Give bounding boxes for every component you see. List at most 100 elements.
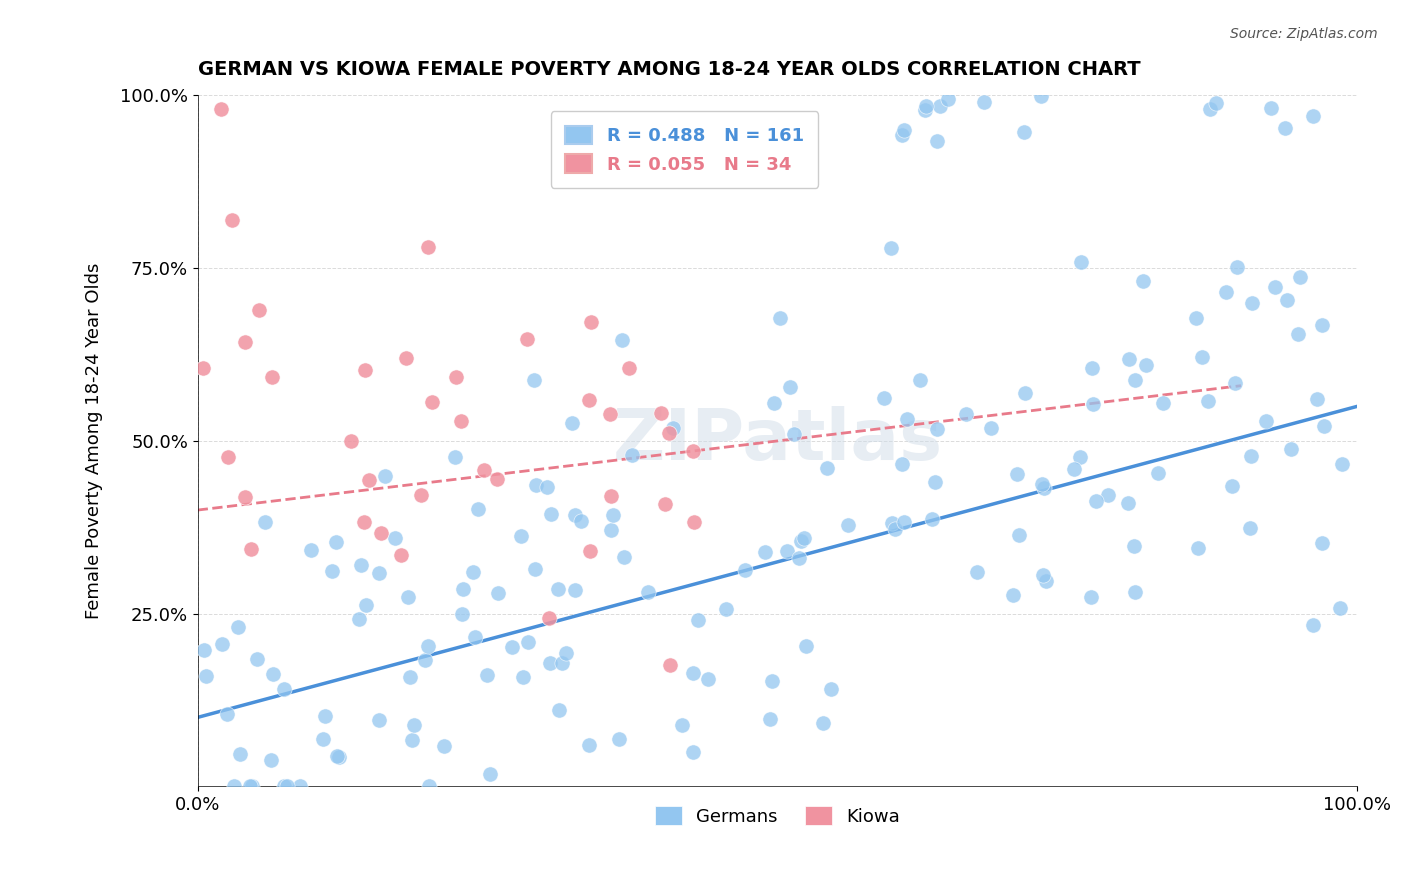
Text: ZIPatlas: ZIPatlas bbox=[612, 407, 942, 475]
Point bbox=[516, 635, 538, 649]
Point bbox=[1152, 396, 1174, 410]
Point bbox=[815, 461, 838, 475]
Point bbox=[769, 310, 792, 325]
Point bbox=[260, 753, 283, 767]
Point bbox=[890, 128, 912, 142]
Point bbox=[233, 334, 256, 349]
Point bbox=[398, 590, 420, 604]
Point bbox=[811, 715, 834, 730]
Point bbox=[273, 780, 295, 794]
Point bbox=[451, 607, 474, 621]
Point bbox=[1123, 373, 1146, 387]
Point bbox=[1123, 585, 1146, 599]
Point bbox=[754, 545, 776, 559]
Point bbox=[1097, 487, 1119, 501]
Point bbox=[312, 732, 335, 747]
Point bbox=[524, 562, 547, 576]
Point bbox=[650, 406, 672, 420]
Point bbox=[325, 535, 347, 549]
Point bbox=[883, 523, 905, 537]
Point bbox=[523, 373, 546, 387]
Point bbox=[538, 656, 561, 670]
Point bbox=[1310, 535, 1333, 549]
Point bbox=[617, 361, 640, 376]
Point bbox=[416, 240, 439, 254]
Point bbox=[524, 478, 547, 492]
Point bbox=[354, 599, 377, 613]
Point bbox=[1197, 393, 1219, 408]
Point bbox=[1032, 481, 1054, 495]
Point bbox=[659, 657, 682, 672]
Point bbox=[290, 780, 312, 794]
Point bbox=[217, 706, 239, 721]
Point bbox=[1205, 96, 1227, 111]
Point bbox=[1122, 539, 1144, 553]
Point bbox=[229, 747, 252, 761]
Point bbox=[509, 529, 531, 543]
Point bbox=[485, 472, 508, 486]
Point bbox=[579, 543, 602, 558]
Point bbox=[966, 565, 988, 579]
Point bbox=[547, 582, 569, 596]
Point bbox=[211, 637, 233, 651]
Point bbox=[620, 448, 643, 462]
Point bbox=[794, 639, 817, 653]
Point bbox=[929, 99, 952, 113]
Point bbox=[1014, 386, 1036, 401]
Point bbox=[444, 450, 467, 465]
Point bbox=[353, 515, 375, 529]
Point bbox=[276, 780, 298, 794]
Point bbox=[657, 425, 679, 440]
Point bbox=[600, 523, 623, 537]
Point bbox=[1001, 589, 1024, 603]
Point bbox=[217, 450, 239, 465]
Point bbox=[612, 333, 634, 347]
Point bbox=[1302, 109, 1324, 123]
Point bbox=[548, 703, 571, 717]
Point bbox=[793, 531, 815, 545]
Point bbox=[359, 474, 381, 488]
Point bbox=[936, 92, 959, 106]
Y-axis label: Female Poverty Among 18-24 Year Olds: Female Poverty Among 18-24 Year Olds bbox=[86, 263, 103, 619]
Point bbox=[240, 780, 263, 794]
Point bbox=[1085, 494, 1108, 508]
Point bbox=[247, 303, 270, 318]
Point bbox=[226, 620, 249, 634]
Point bbox=[1306, 392, 1329, 406]
Point bbox=[478, 767, 501, 781]
Point bbox=[1222, 479, 1244, 493]
Point bbox=[401, 732, 423, 747]
Point bbox=[1187, 541, 1209, 556]
Point bbox=[501, 640, 523, 655]
Point bbox=[873, 392, 896, 406]
Point bbox=[209, 102, 232, 116]
Point bbox=[350, 558, 373, 573]
Point bbox=[787, 551, 810, 566]
Point bbox=[613, 550, 636, 565]
Point bbox=[240, 541, 263, 556]
Point bbox=[783, 427, 806, 442]
Point bbox=[464, 630, 486, 644]
Point bbox=[1240, 449, 1263, 463]
Point bbox=[1081, 396, 1104, 410]
Point bbox=[253, 516, 276, 530]
Point bbox=[1063, 462, 1085, 476]
Point bbox=[671, 718, 693, 732]
Point bbox=[1279, 442, 1302, 456]
Point bbox=[1081, 360, 1104, 375]
Point bbox=[1032, 567, 1054, 582]
Point bbox=[444, 370, 467, 384]
Point bbox=[581, 315, 603, 329]
Point bbox=[697, 673, 720, 687]
Point bbox=[551, 656, 574, 670]
Point bbox=[1116, 496, 1139, 510]
Point bbox=[262, 666, 284, 681]
Point bbox=[1184, 311, 1206, 326]
Point bbox=[1274, 120, 1296, 135]
Point bbox=[474, 463, 496, 477]
Point bbox=[536, 480, 558, 494]
Point bbox=[569, 514, 592, 528]
Point bbox=[910, 373, 932, 387]
Point bbox=[349, 612, 371, 626]
Point bbox=[924, 475, 946, 490]
